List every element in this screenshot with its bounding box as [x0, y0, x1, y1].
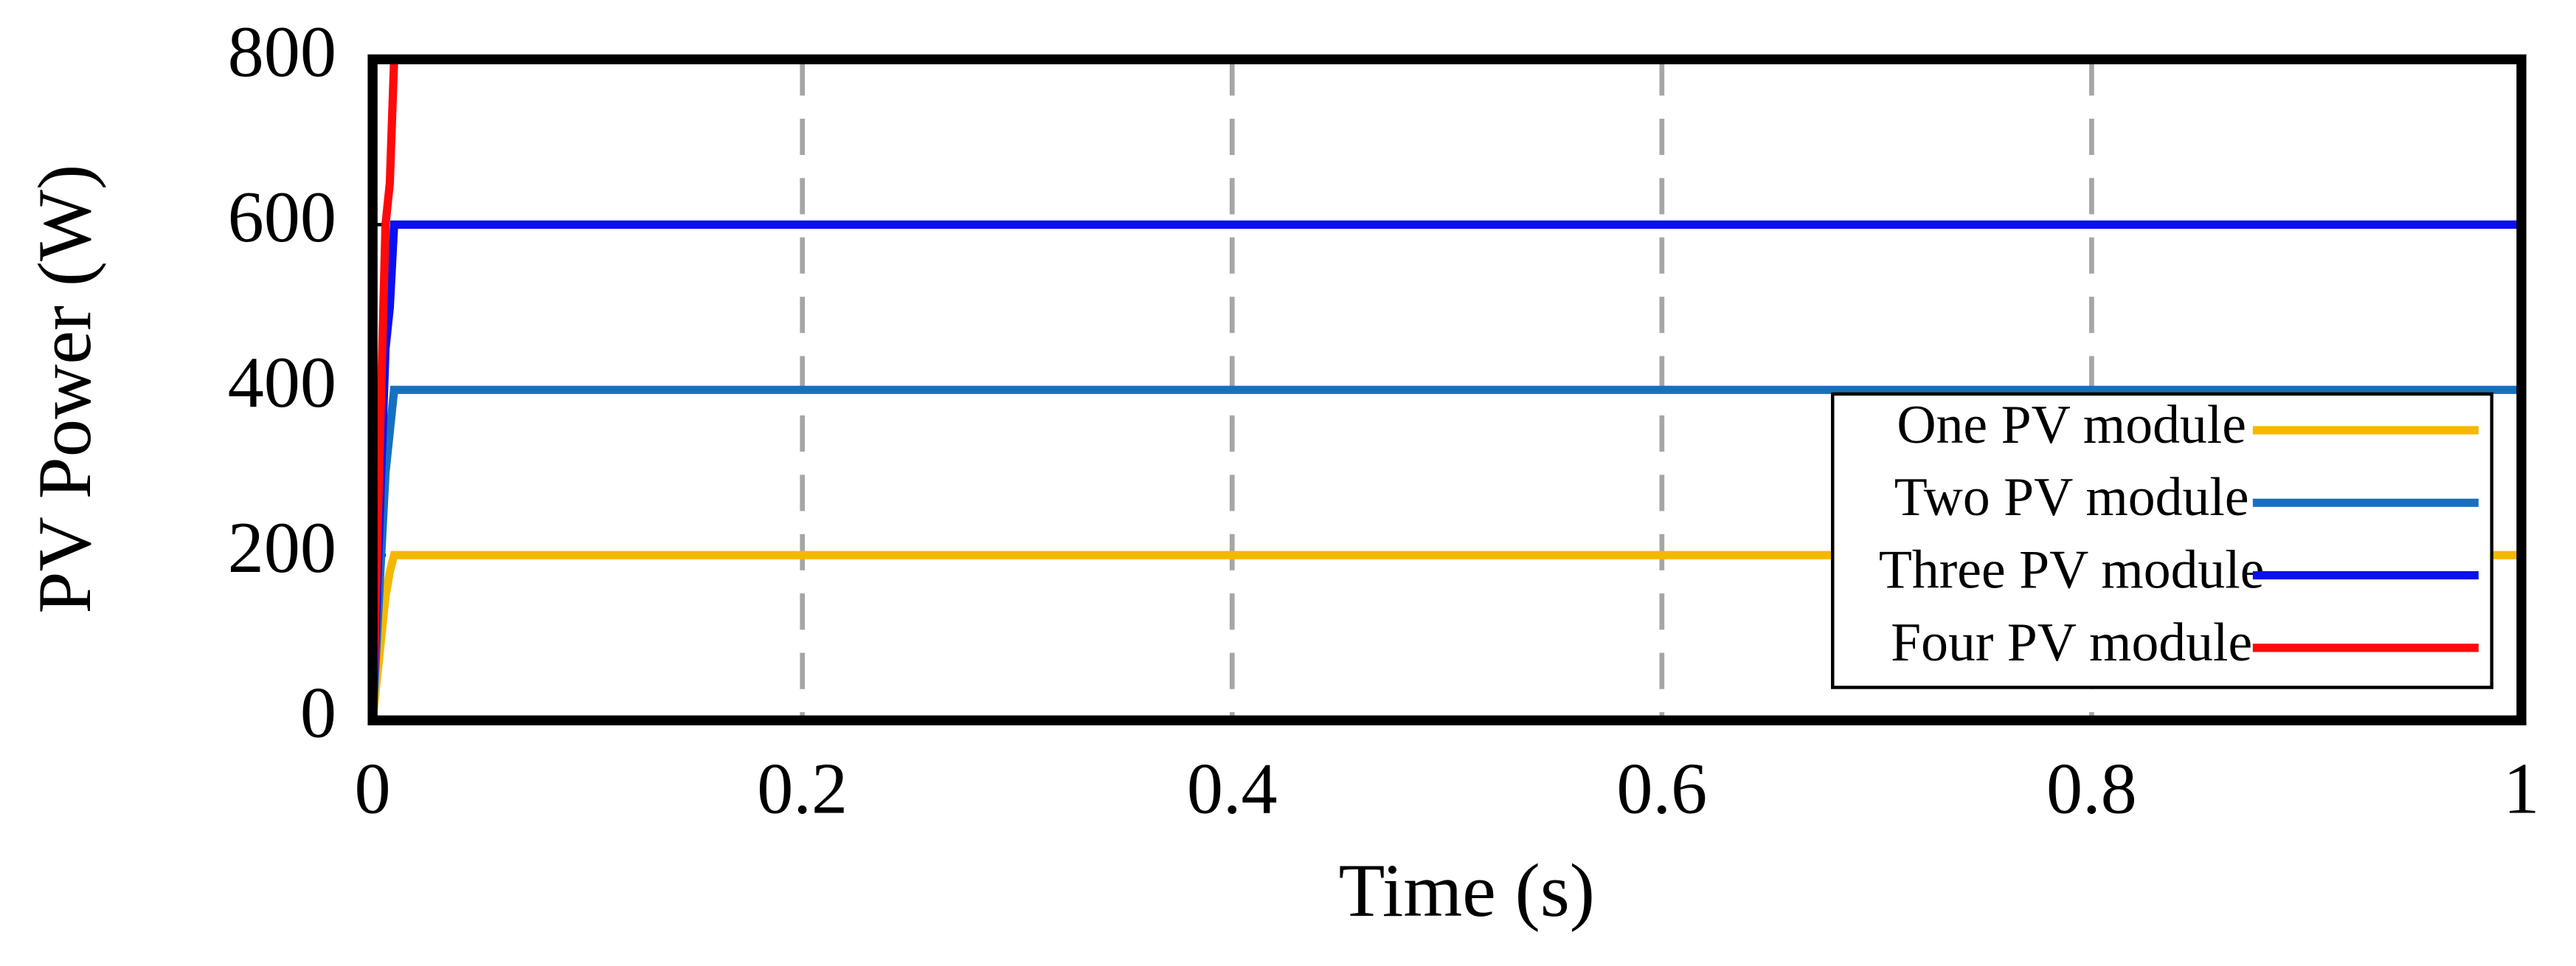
y-tick-label: 800: [228, 12, 336, 92]
x-tick-label: 0.6: [1616, 748, 1707, 829]
legend-label: Three PV module: [1879, 539, 2265, 600]
legend: One PV module Two PV module Three PV modul…: [1831, 392, 2494, 689]
y-tick-label: 200: [228, 508, 336, 588]
legend-label: One PV module: [1897, 394, 2246, 455]
y-tick-label: 600: [228, 177, 336, 258]
legend-label: Four PV module: [1891, 612, 2252, 672]
x-axis-label: Time (s): [1339, 849, 1595, 933]
x-tick-label: 0: [355, 748, 391, 829]
x-tick-label: 1: [2503, 748, 2539, 829]
legend-box: [1831, 392, 2494, 689]
x-tick-label: 0.2: [757, 748, 848, 829]
y-tick-label: 400: [228, 342, 336, 423]
legend-label: Two PV module: [1894, 466, 2249, 527]
plot-frame: [367, 54, 2527, 725]
y-axis-label: PV Power (W): [23, 165, 107, 614]
y-tick-label: 0: [300, 673, 336, 753]
x-tick-label: 0.8: [2046, 748, 2137, 829]
x-tick-label: 0.4: [1187, 748, 1278, 829]
